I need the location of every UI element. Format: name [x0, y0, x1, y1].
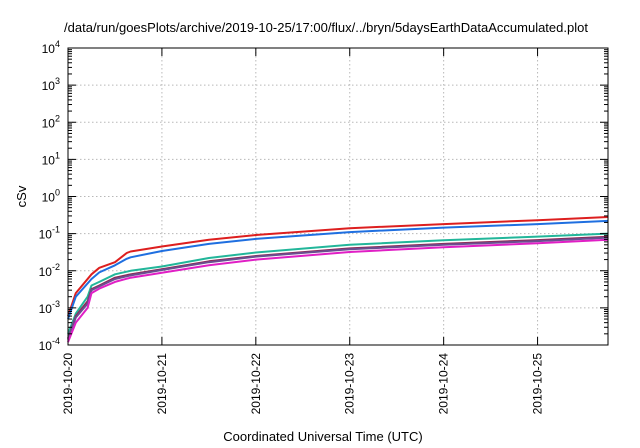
y-tick-label: 10-4	[39, 336, 60, 353]
y-tick-label: 10-2	[39, 262, 60, 279]
series-line-1	[67, 216, 609, 317]
series-line-5	[67, 236, 609, 340]
x-tick-label: 2019-10-24	[437, 353, 451, 415]
series-line-2	[67, 219, 609, 320]
y-tick-label: 10-1	[39, 225, 60, 242]
series-line-3	[67, 232, 609, 335]
y-tick-label: 101	[42, 150, 60, 167]
y-axis-label: cSv	[14, 185, 29, 207]
data-series	[67, 216, 609, 343]
x-axis-label: Coordinated Universal Time (UTC)	[223, 429, 422, 444]
y-tick-label: 100	[42, 188, 60, 205]
y-tick-label: 102	[42, 113, 60, 130]
axis-ticks: 10-4 10-3 10-2 10-1 100 101 102 103 104 2019-10-2…	[39, 39, 608, 414]
x-tick-label: 2019-10-22	[249, 353, 263, 415]
x-tick-label: 2019-10-25	[531, 353, 545, 415]
x-tick-label: 2019-10-21	[155, 353, 169, 415]
y-tick-label: 104	[42, 39, 60, 56]
x-tick-label: 2019-10-20	[61, 353, 75, 415]
grid-lines	[68, 48, 608, 345]
series-line-6	[67, 238, 609, 343]
y-tick-label: 103	[42, 76, 60, 93]
x-tick-label: 2019-10-23	[343, 353, 357, 415]
chart-title: /data/run/goesPlots/archive/2019-10-25/1…	[64, 20, 588, 35]
y-tick-label: 10-3	[39, 299, 60, 316]
